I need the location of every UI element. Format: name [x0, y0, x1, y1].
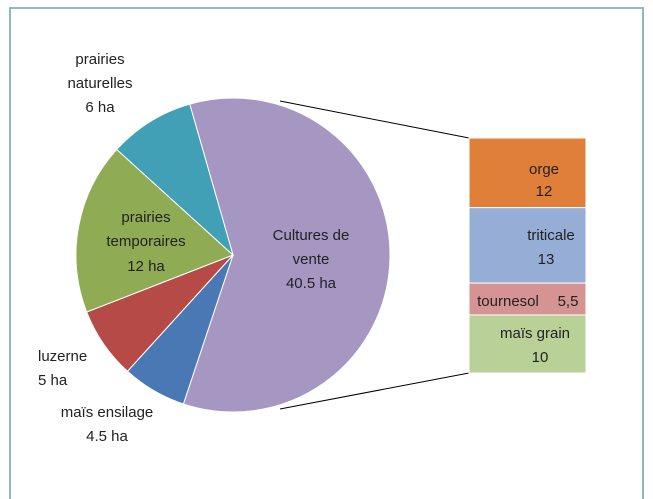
bar-label: tournesol: [477, 293, 539, 310]
pie-slice: [116, 103, 234, 257]
slice-value-label: 12 ha: [127, 258, 165, 275]
bar-label: triticale: [527, 227, 575, 244]
bar-label: maïs grain: [499, 325, 571, 342]
bar-segment: [468, 207, 587, 284]
bar-value-label: 5,5: [557, 293, 579, 310]
slice-value-label: 6 ha: [85, 99, 115, 116]
bar-segment: [468, 314, 587, 374]
bar-value-label: 13: [537, 251, 555, 268]
slice-label: prairies temporaires: [106, 209, 186, 250]
slice-label: maïs ensilage: [60, 404, 154, 421]
bar-segment: [468, 282, 587, 316]
slice-label: luzerne: [38, 348, 88, 365]
frame: [9, 7, 644, 499]
connector: [279, 372, 470, 410]
bar-label: orge: [528, 161, 560, 178]
pie-slice: [75, 148, 234, 313]
pie-slice: [182, 97, 391, 413]
slice-value-label: 4.5 ha: [86, 428, 128, 445]
slice-value-label: 5 ha: [38, 372, 68, 389]
slice-value-label: 40.5 ha: [285, 275, 337, 292]
slice-label: Cultures de vente: [272, 227, 350, 268]
connector: [279, 100, 470, 139]
bar-value-label: 10: [531, 349, 549, 366]
bar-value-label: 12: [535, 183, 553, 200]
bar-segment: [468, 137, 587, 209]
slice-label: prairies naturelles: [67, 51, 133, 92]
